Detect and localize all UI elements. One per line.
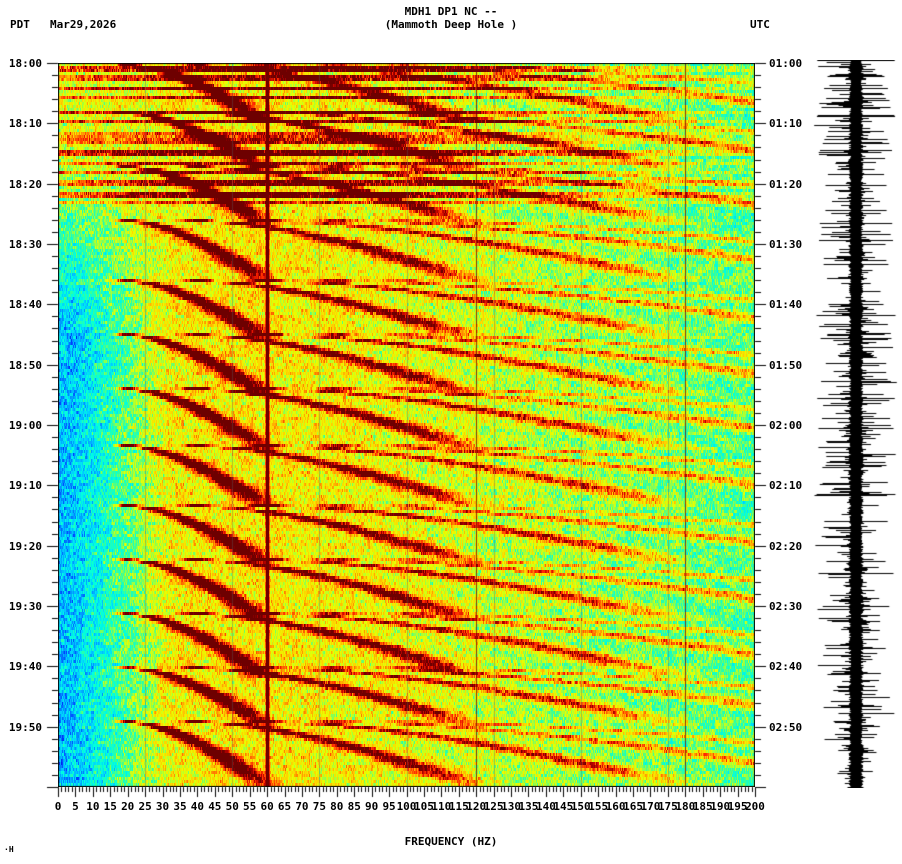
frequency-tick-label: 50 (225, 800, 239, 813)
frequency-tick-label: 105 (413, 800, 434, 813)
frequency-tick-label: 110 (431, 800, 452, 813)
frequency-axis-title: FREQUENCY (HZ) (404, 835, 498, 848)
frequency-tick-label: 115 (448, 800, 469, 813)
frequency-tick-label: 185 (692, 800, 713, 813)
frequency-tick-label: 10 (86, 800, 100, 813)
left-time-tick-label: 18:00 (8, 57, 42, 70)
left-time-tick-label: 19:00 (8, 419, 42, 432)
spectrogram-plot-area[interactable] (58, 63, 755, 787)
left-time-tick-label: 18:30 (8, 238, 42, 251)
left-time-tick-label: 19:40 (8, 660, 42, 674)
right-time-tick-label: 01:40 (769, 298, 803, 312)
frequency-tick-label: 195 (727, 800, 748, 813)
frequency-tick-label: 125 (483, 800, 504, 813)
left-time-tick-label: 18:20 (8, 177, 42, 191)
frequency-tick-label: 30 (155, 800, 170, 813)
frequency-tick-label: 20 (121, 800, 135, 813)
left-time-tick-label: 18:50 (8, 358, 42, 372)
left-time-tick-label: 18:10 (8, 117, 42, 131)
frequency-tick-label: 15 (103, 800, 117, 813)
right-time-tick-label: 01:20 (769, 177, 803, 191)
frequency-tick-label: 170 (640, 800, 661, 813)
frequency-tick-label: 145 (553, 800, 574, 813)
frequency-tick-label: 75 (312, 800, 326, 813)
left-time-tick-label: 19:10 (8, 479, 42, 493)
frequency-tick-label: 45 (208, 800, 222, 813)
right-time-tick-label: 01:00 (769, 57, 803, 70)
frequency-tick-label: 180 (675, 800, 696, 813)
seismogram-trace (812, 60, 898, 788)
frequency-tick-label: 35 (173, 800, 187, 813)
timezone-right-label: UTC (750, 18, 770, 31)
frequency-tick-label: 200 (745, 800, 765, 813)
right-time-tick-label: 01:10 (769, 117, 803, 131)
frequency-tick-label: 90 (365, 800, 379, 813)
left-time-tick-label: 19:30 (8, 600, 42, 613)
right-time-tick-label: 01:30 (769, 238, 803, 251)
frequency-tick-label: 95 (382, 800, 396, 813)
frequency-tick-label: 40 (190, 800, 205, 813)
frequency-tick-label: 80 (330, 800, 344, 813)
spectrogram-image (58, 63, 755, 787)
frequency-tick-label: 140 (535, 800, 556, 813)
right-time-tick-label: 02:20 (769, 539, 803, 553)
frequency-tick-label: 100 (396, 800, 417, 813)
left-time-tick-label: 19:50 (8, 720, 42, 734)
frequency-tick-label: 165 (623, 800, 643, 813)
frequency-tick-label: 65 (277, 800, 292, 813)
corner-artifact-mark: ·H (4, 845, 14, 854)
right-time-tick-label: 02:00 (769, 419, 803, 432)
frequency-tick-label: 5 (72, 800, 79, 813)
frequency-tick-label: 160 (605, 800, 626, 813)
frequency-tick-label: 175 (657, 800, 678, 813)
frequency-tick-label: 55 (243, 800, 257, 813)
right-time-tick-label: 02:10 (769, 479, 803, 493)
left-time-tick-label: 19:20 (8, 539, 42, 553)
station-code-title: MDH1 DP1 NC -- (404, 5, 498, 18)
frequency-tick-label: 150 (570, 800, 591, 813)
right-time-tick-label: 01:50 (769, 358, 803, 372)
right-time-tick-label: 02:40 (769, 660, 803, 674)
frequency-tick-label: 85 (347, 800, 361, 813)
right-time-tick-label: 02:30 (769, 600, 803, 613)
frequency-tick-label: 190 (710, 800, 731, 813)
frequency-tick-label: 135 (518, 800, 539, 813)
frequency-tick-label: 25 (138, 800, 152, 813)
left-time-tick-label: 18:40 (8, 298, 42, 312)
frequency-tick-label: 70 (295, 800, 309, 813)
frequency-tick-label: 155 (588, 800, 609, 813)
right-time-tick-label: 02:50 (769, 720, 803, 734)
frequency-tick-label: 120 (466, 800, 487, 813)
frequency-tick-label: 0 (54, 800, 62, 813)
frequency-tick-label: 60 (260, 800, 274, 813)
frequency-tick-label: 130 (501, 800, 521, 813)
